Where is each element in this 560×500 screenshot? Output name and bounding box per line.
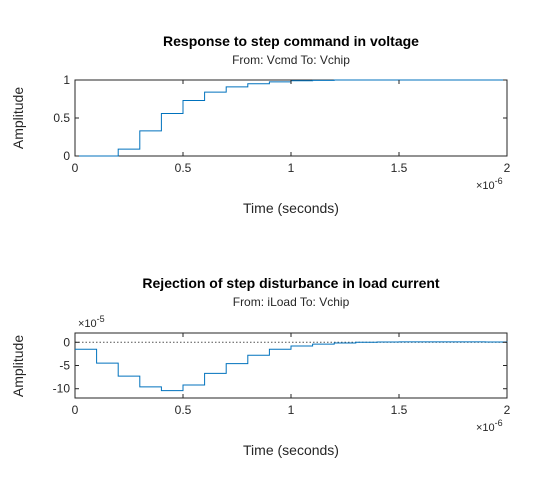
disturbance-rejection-axes: Rejection of step disturbance in load cu… — [10, 275, 511, 458]
y-tick-label: -5 — [59, 359, 70, 373]
x-tick-label: 0.5 — [175, 403, 192, 417]
plot-area — [74, 332, 508, 399]
y-axis-label: Amplitude — [10, 335, 26, 397]
x-exponent-label: ×10-6 — [476, 176, 503, 192]
chart-subtitle: From: iLoad To: Vchip — [233, 295, 350, 309]
x-tick-label: 0.5 — [175, 161, 192, 175]
chart-subtitle: From: Vcmd To: Vchip — [232, 53, 350, 67]
x-tick-label: 0 — [72, 403, 79, 417]
plot-area — [74, 79, 508, 157]
chart-title: Response to step command in voltage — [163, 33, 419, 49]
y-tick-label: 0.5 — [53, 111, 70, 125]
x-tick-label: 1 — [288, 161, 295, 175]
x-axis-label: Time (seconds) — [243, 442, 339, 458]
y-tick-label: 0 — [63, 335, 70, 349]
y-axis-label: Amplitude — [10, 87, 26, 149]
x-tick-label: 2 — [504, 403, 511, 417]
y-exponent-label: ×10-5 — [78, 314, 105, 330]
x-tick-label: 1.5 — [391, 161, 408, 175]
x-tick-label: 2 — [504, 161, 511, 175]
step-command-axes: Response to step command in voltage From… — [10, 33, 511, 216]
x-tick-label: 0 — [72, 161, 79, 175]
y-tick-label: 1 — [63, 73, 70, 87]
x-exponent-label: ×10-6 — [476, 418, 503, 434]
x-tick-label: 1.5 — [391, 403, 408, 417]
y-tick-label: -10 — [53, 382, 71, 396]
chart-title: Rejection of step disturbance in load cu… — [142, 275, 439, 291]
disturbance-response-line — [75, 341, 508, 392]
x-axis-label: Time (seconds) — [243, 200, 339, 216]
y-tick-label: 0 — [63, 149, 70, 163]
x-tick-label: 1 — [288, 403, 295, 417]
step-response-line — [75, 79, 507, 157]
